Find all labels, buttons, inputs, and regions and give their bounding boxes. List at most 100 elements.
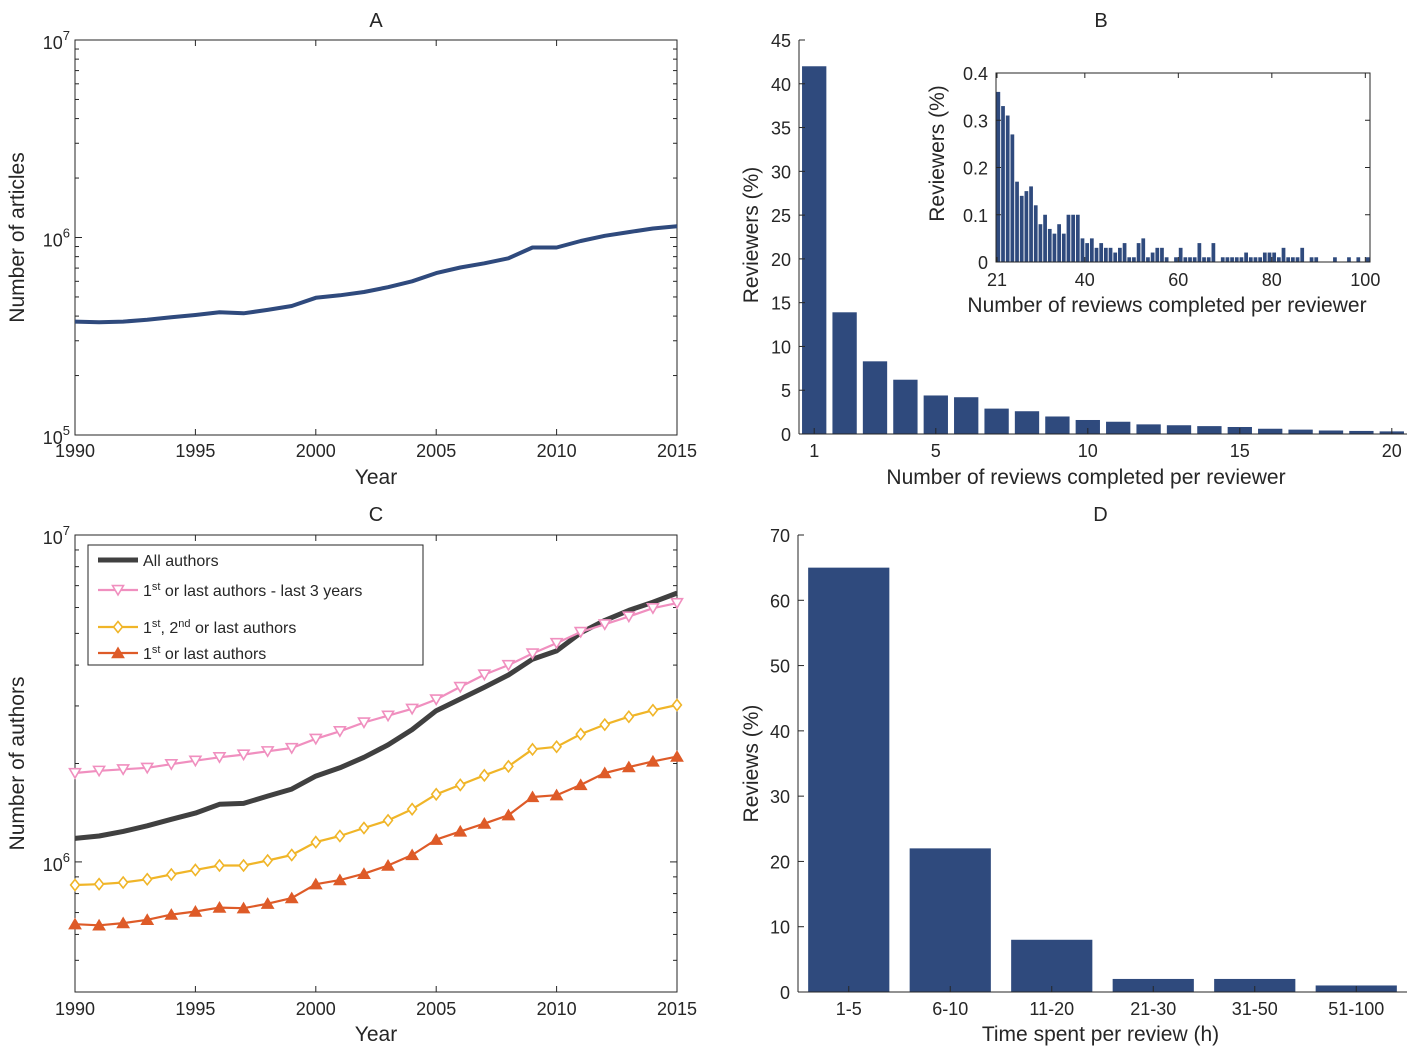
inset-bar [1160, 247, 1164, 262]
inset-bar [1281, 247, 1286, 262]
legend-box [87, 544, 424, 666]
inset-bar [1071, 214, 1076, 262]
x-tick-label: 2000 [296, 999, 336, 1019]
y-tick-label: 15 [771, 294, 791, 314]
plot-frame [74, 39, 678, 436]
inset-bar [1061, 233, 1066, 262]
inset-bar [1333, 257, 1337, 262]
data-point [646, 603, 660, 615]
x-tick-label: 31-50 [1232, 999, 1278, 1019]
data-point [381, 858, 395, 871]
inset-y-tick-label: 0.2 [963, 159, 988, 179]
panel-title: B [1094, 10, 1107, 32]
legend-item: 1st or last authors [98, 644, 266, 663]
data-point [575, 727, 587, 741]
data-point [262, 853, 274, 868]
inset-bar [1309, 257, 1314, 262]
data-point [188, 905, 203, 917]
data-point [164, 759, 179, 771]
inset-bar [1248, 257, 1253, 262]
x-tick-label: 51-100 [1328, 999, 1384, 1019]
inset-bar [1001, 106, 1005, 262]
inset-bar [1052, 233, 1057, 262]
inset-bar [1220, 257, 1225, 262]
bar [1197, 426, 1222, 434]
data-point [430, 787, 442, 802]
data-point [111, 584, 125, 597]
inset-bar [1258, 257, 1263, 262]
y-tick-label: 40 [770, 722, 790, 742]
inset-x-tick-label: 21 [987, 270, 1007, 290]
y-tick-label: 106 [43, 850, 70, 875]
bar [1075, 419, 1100, 434]
inset-bar [1244, 252, 1248, 262]
inset-bar [1136, 243, 1141, 262]
data-point [671, 698, 683, 712]
data-point [68, 917, 82, 930]
inset-bar [1019, 195, 1024, 262]
inset-bar [1211, 243, 1216, 262]
inset-bar [1183, 257, 1188, 262]
data-point [621, 611, 636, 624]
data-point [623, 709, 635, 724]
bar [893, 379, 918, 434]
bar [1045, 416, 1070, 434]
data-point [670, 597, 684, 610]
data-point [453, 824, 468, 837]
inset-bar [1010, 134, 1015, 262]
data-point [573, 626, 588, 639]
inset-x-axis-label: Number of reviews completed per reviewer [967, 294, 1366, 317]
x-tick-label: 2005 [416, 999, 456, 1019]
data-point [260, 746, 275, 758]
inset-bar [1075, 214, 1080, 262]
data-point [357, 867, 371, 879]
x-tick-label: 11-20 [1029, 999, 1074, 1019]
inset-bar [1253, 257, 1258, 262]
data-point [310, 835, 322, 849]
y-tick-label: 70 [770, 526, 790, 546]
x-tick-label: 1995 [175, 999, 215, 1019]
panel-d: D 0 10 20 30 40 50 60 70 1-5 6-10 11-20 21-30 31-50 51… [740, 504, 1407, 1046]
bar [1011, 939, 1093, 992]
y-tick-label: 50 [770, 657, 790, 677]
data-point [406, 802, 418, 816]
data-point [670, 750, 684, 762]
y-axis-label: Reviewers (%) [740, 167, 763, 304]
inset-bar [1290, 257, 1295, 262]
inset-bar [1197, 243, 1202, 262]
x-tick-label: 1 [809, 441, 819, 461]
bar [1014, 411, 1040, 434]
inset-bar [1122, 243, 1127, 262]
inset-bar [1178, 247, 1183, 262]
inset-bar [1202, 257, 1206, 262]
series-line [74, 224, 678, 325]
data-point [549, 637, 564, 650]
y-tick-label: 20 [770, 852, 790, 872]
data-point [501, 808, 516, 821]
inset-bar [1155, 247, 1160, 262]
y-tick-label: 10 [770, 918, 790, 938]
data-point [358, 821, 370, 835]
inset-x-tick-label: 40 [1075, 270, 1095, 290]
y-tick-label: 0 [780, 983, 790, 1003]
data-point [165, 867, 177, 882]
x-tick-label: 15 [1230, 441, 1250, 461]
legend-label: 1st, 2nd or last authors [143, 618, 296, 637]
bar [1214, 978, 1296, 992]
data-point [236, 901, 251, 914]
inset-bar [1225, 257, 1230, 262]
x-tick-label: 6-10 [932, 999, 968, 1019]
inset-bar [1286, 257, 1291, 262]
data-point [525, 790, 540, 803]
x-tick-label: 2000 [296, 441, 336, 461]
inset-background [996, 73, 1370, 262]
data-point [501, 659, 516, 672]
inset-bar [1150, 252, 1155, 262]
bar [808, 567, 890, 992]
y-axis-label: Number of authors [6, 677, 29, 851]
data-point [308, 733, 323, 746]
x-axis-label: Number of reviews completed per reviewer [886, 466, 1285, 489]
legend-item: 1st, 2nd or last authors [98, 618, 296, 637]
data-point [164, 908, 179, 920]
inset-bar [1057, 224, 1061, 262]
